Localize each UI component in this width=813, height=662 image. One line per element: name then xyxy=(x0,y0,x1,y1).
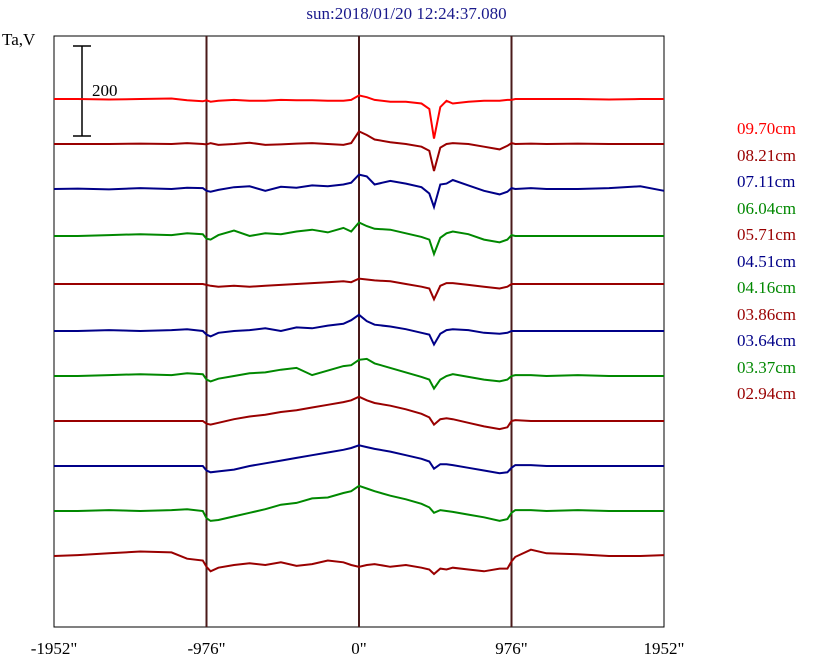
y-axis-label: Ta,V xyxy=(2,30,36,49)
scale-bar-label: 200 xyxy=(92,81,118,100)
series-line-07.11cm xyxy=(53,173,665,211)
series-line-06.04cm xyxy=(54,221,664,257)
x-tick-label: 0" xyxy=(351,639,366,658)
x-tick-label: -1952" xyxy=(31,639,78,658)
legend-item: 03.86cm xyxy=(737,304,797,324)
legend-item: 07.11cm xyxy=(737,172,796,191)
legend-item: 08.21cm xyxy=(737,145,797,165)
series-line-04.51cm xyxy=(54,313,664,347)
series-line-03.37cm xyxy=(54,484,664,522)
legend-item: 09.70cm xyxy=(737,119,797,138)
series-line-03.64cm xyxy=(54,444,664,475)
series-line-05.71cm xyxy=(54,277,664,302)
series-line-02.94cm xyxy=(53,548,665,576)
legend-item: 03.64cm xyxy=(737,331,797,350)
x-tick-label: 976" xyxy=(495,639,527,658)
legend-item: 05.71cm xyxy=(737,225,797,244)
x-tick-label: -976" xyxy=(187,639,225,658)
legend-item: 03.37cm xyxy=(737,357,797,377)
legend-item: 02.94cm xyxy=(737,384,797,403)
series-line-04.16cm xyxy=(54,357,664,391)
series-line-09.70cm xyxy=(54,94,664,139)
series-line-08.21cm xyxy=(54,130,664,172)
x-tick-label: 1952" xyxy=(644,639,685,658)
legend-item: 06.04cm xyxy=(737,198,797,218)
chart-title: sun:2018/01/20 12:24:37.080 xyxy=(306,4,507,23)
legend-item: 04.16cm xyxy=(737,278,797,297)
series-line-03.86cm xyxy=(54,395,664,431)
legend-item: 04.51cm xyxy=(737,251,797,271)
